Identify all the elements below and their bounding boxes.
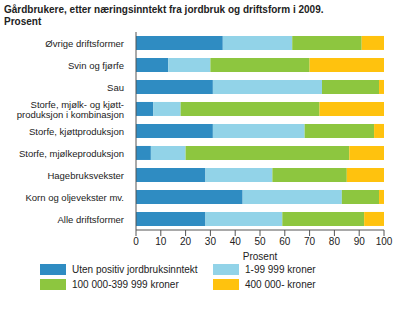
svg-text:60: 60 [279, 236, 291, 247]
html-text:Uten positiv jordbruksinntekt: Uten positiv jordbruksinntekt [72, 264, 198, 275]
svg-text:40: 40 [230, 236, 242, 247]
svg-text:Øvrige driftsformer: Øvrige driftsformer [45, 38, 124, 49]
svg-text:Alle driftsformer: Alle driftsformer [57, 214, 124, 225]
svg-text:30: 30 [205, 236, 217, 247]
svg-text:90: 90 [354, 236, 366, 247]
svg-text:Storfe, mjølkeproduksjon: Storfe, mjølkeproduksjon [19, 148, 124, 159]
svg-text:Korn og oljevekster mv.: Korn og oljevekster mv. [25, 192, 124, 203]
svg-text:Storfe, mjølk- og kjøtt-produk: Storfe, mjølk- og kjøtt-produksjon i kom… [17, 99, 124, 120]
svg-text:Svin og fjørfe: Svin og fjørfe [68, 60, 124, 71]
html-text:Gårdbrukere, etter næringsinnt: Gårdbrukere, etter næringsinntekt fra jo… [4, 4, 324, 15]
svg-text:Sau: Sau [107, 82, 124, 93]
svg-text:50: 50 [254, 236, 266, 247]
svg-text:Hagebruksvekster: Hagebruksvekster [47, 170, 124, 181]
html-text:1-99 999 kroner: 1-99 999 kroner [245, 264, 316, 275]
svg-text:70: 70 [304, 236, 316, 247]
svg-text:Storfe, kjøttproduksjon: Storfe, kjøttproduksjon [29, 126, 124, 137]
html-text:Prosent: Prosent [4, 16, 42, 27]
svg-text:Prosent: Prosent [243, 251, 278, 260]
svg-text:100: 100 [376, 236, 388, 247]
html-text:100 000-399 999 kroner: 100 000-399 999 kroner [72, 279, 179, 290]
html-text:400 000- kroner: 400 000- kroner [245, 279, 316, 290]
svg-text:10: 10 [155, 236, 167, 247]
svg-text:0: 0 [133, 236, 139, 247]
svg-text:80: 80 [329, 236, 341, 247]
svg-text:20: 20 [180, 236, 192, 247]
